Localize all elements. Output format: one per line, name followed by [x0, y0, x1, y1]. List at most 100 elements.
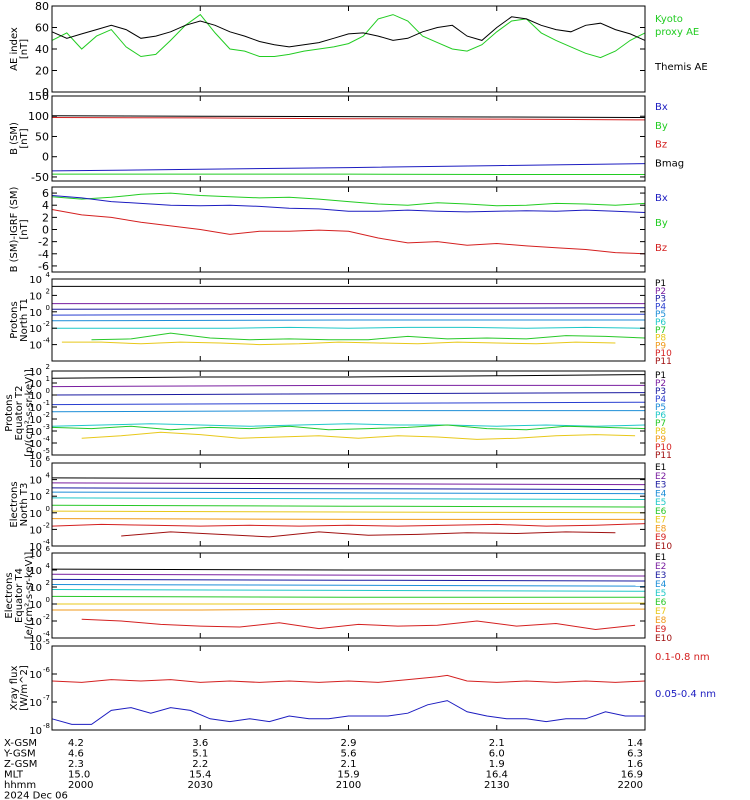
y-tick-label: 10 — [29, 341, 42, 352]
series-bz — [51, 117, 646, 121]
y-axis-label: Equator T2 — [14, 386, 25, 441]
series-e6 — [51, 504, 646, 508]
time-row-value: 15.9 — [337, 770, 359, 781]
y-tick-label: -2 — [38, 236, 49, 249]
y-tick-exponent: -5 — [43, 447, 50, 455]
y-tick-label: 10 — [29, 451, 42, 462]
time-row-value: 6.3 — [627, 749, 643, 760]
legend-e9: E9 — [655, 533, 667, 543]
legend-e7: E7 — [655, 607, 666, 617]
y-tick-label: 10 — [29, 600, 42, 611]
series-e5 — [51, 589, 646, 592]
y-tick-exponent: -4 — [43, 337, 51, 345]
y-tick-label: 10 — [29, 509, 42, 520]
y-tick-exponent: 0 — [46, 304, 50, 312]
y-axis-label: Electrons — [9, 481, 20, 527]
time-row-label: MLT — [4, 770, 24, 781]
y-tick-label: 2 — [42, 211, 49, 224]
legend-e5: E5 — [655, 498, 666, 508]
y-tick-exponent: -4 — [43, 435, 51, 443]
time-row-label: hhmm — [4, 780, 36, 791]
y-tick-exponent: -3 — [43, 423, 50, 431]
legend-p9: P9 — [655, 341, 666, 351]
legend-e8: E8 — [655, 616, 667, 626]
time-row-value: 1.4 — [627, 738, 643, 749]
series-by — [51, 192, 646, 207]
series-e4 — [51, 491, 646, 495]
legend-p8: P8 — [655, 427, 666, 437]
legend-p2: P2 — [655, 287, 666, 297]
series-p5 — [51, 410, 645, 413]
legend-e4: E4 — [655, 580, 667, 590]
series-e9 — [81, 618, 636, 631]
y-tick-exponent: 2 — [46, 363, 50, 371]
time-row-value: 2.2 — [192, 759, 208, 770]
series-bmag — [51, 115, 646, 118]
time-row-value: 5.1 — [192, 749, 208, 760]
series-e3 — [51, 487, 646, 491]
series-0.05-0.4-nm — [51, 700, 645, 725]
y-tick-label: 10 — [29, 583, 42, 594]
y-tick-exponent: -5 — [43, 638, 50, 646]
legend-e3: E3 — [655, 481, 666, 491]
y-tick-label: 0 — [42, 86, 49, 99]
legend-p7: P7 — [655, 419, 666, 429]
time-row-value: 2030 — [188, 780, 213, 791]
y-tick-label: 20 — [35, 65, 49, 78]
series-p6 — [51, 423, 646, 427]
y-axis-label: Electrons — [4, 572, 15, 618]
series-p3 — [51, 307, 646, 310]
legend-p1: P1 — [655, 279, 666, 289]
time-row-value: 5.6 — [341, 749, 357, 760]
y-tick-label: -50 — [31, 171, 49, 184]
y-axis-label: Protons — [4, 394, 15, 431]
series-themis-ae — [51, 16, 646, 48]
time-row-value: 1.6 — [627, 759, 643, 770]
legend-p6: P6 — [655, 411, 666, 421]
series-bz — [51, 209, 646, 255]
series-p8 — [81, 431, 636, 440]
time-row-value: 4.6 — [68, 749, 84, 760]
y-tick-label: 10 — [29, 670, 42, 681]
time-row-value: 16.4 — [486, 770, 508, 781]
legend-p2: P2 — [655, 379, 666, 389]
y-axis-label: North T3 — [19, 483, 30, 527]
series-e2 — [51, 482, 646, 486]
y-tick-label: 40 — [35, 43, 49, 56]
y-tick-label: 10 — [29, 566, 42, 577]
y-axis-label: Xray flux — [9, 666, 20, 711]
series-e3 — [51, 578, 646, 582]
series-e1 — [51, 477, 645, 480]
y-axis-label: [e/(cm²-s-sr-keV)] — [24, 552, 35, 640]
y-tick-label: 10 — [29, 403, 42, 414]
legend-by: By — [655, 218, 668, 229]
legend-e2: E2 — [655, 562, 666, 572]
legend-proxy-ae: proxy AE — [655, 27, 699, 38]
y-tick-exponent: 0 — [46, 596, 50, 604]
y-tick-exponent: -2 — [43, 411, 50, 419]
time-row-value: 16.9 — [621, 770, 643, 781]
y-axis-label: North T1 — [19, 298, 30, 342]
y-tick-label: 10 — [29, 367, 42, 378]
y-tick-label: 10 — [29, 291, 42, 302]
y-tick-exponent: -8 — [43, 722, 50, 730]
y-tick-label: 100 — [28, 110, 49, 123]
series-e8 — [51, 518, 645, 520]
y-axis-label: Equator T4 — [14, 568, 25, 623]
legend-e9: E9 — [655, 625, 667, 635]
legend-p11: P11 — [655, 451, 672, 461]
panel-ae: 0 20 40 60 80 AE index [nT] Kyoto proxy AE Themis… — [9, 0, 708, 99]
y-tick-label: 60 — [35, 22, 49, 35]
y-tick-label: 10 — [29, 439, 42, 450]
y-tick-exponent: -2 — [43, 613, 50, 621]
time-row-value: 1.9 — [489, 759, 505, 770]
y-tick-label: 10 — [29, 308, 42, 319]
y-tick-exponent: -1 — [43, 399, 50, 407]
series-p2 — [51, 384, 645, 388]
legend-p8: P8 — [655, 334, 666, 344]
time-row-value: 2.1 — [341, 759, 357, 770]
y-tick-exponent: -2 — [43, 521, 50, 529]
y-tick-exponent: 2 — [46, 488, 50, 496]
